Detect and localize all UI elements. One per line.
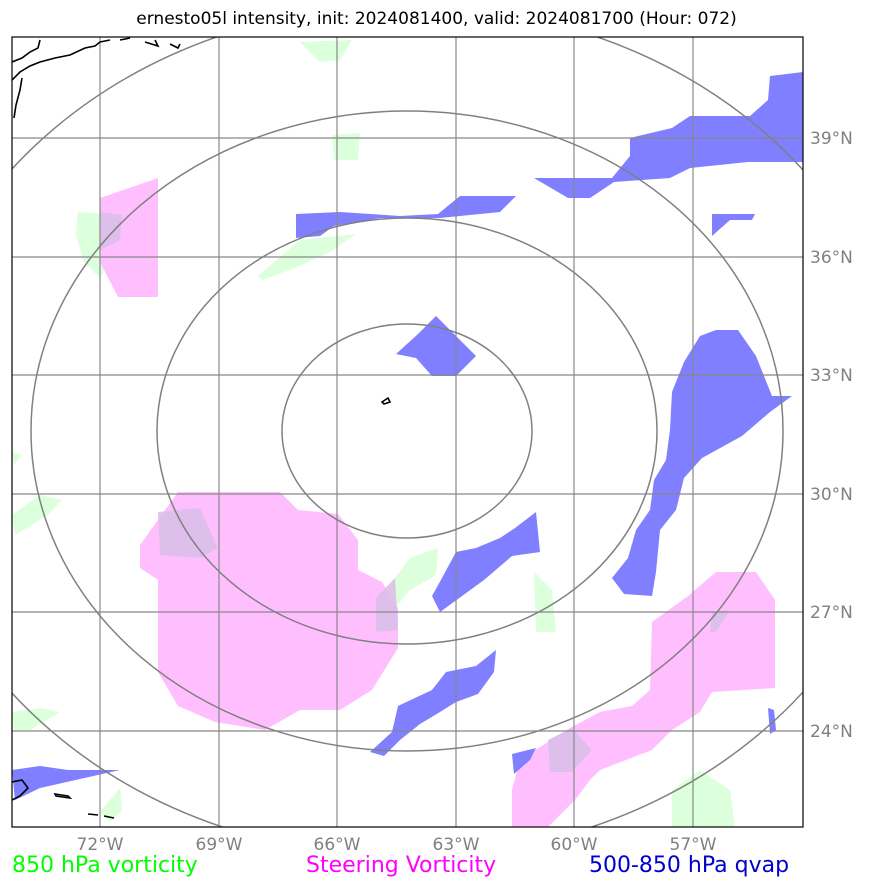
- lon-label: 57°W: [670, 835, 717, 855]
- lon-label: 69°W: [196, 835, 243, 855]
- map-frame: [11, 36, 804, 828]
- lat-label: 36°N: [810, 248, 853, 268]
- lat-label: 39°N: [810, 129, 853, 149]
- lon-label: 66°W: [314, 835, 361, 855]
- latitude-labels: 39°N 36°N 33°N 30°N 27°N 24°N: [810, 129, 853, 742]
- longitude-labels: 72°W 69°W 66°W 63°W 60°W 57°W: [77, 835, 717, 855]
- map-title: ernesto05l intensity, init: 2024081400, …: [136, 9, 737, 29]
- legend-850-vorticity: 850 hPa vorticity: [12, 853, 198, 878]
- lat-label: 33°N: [810, 366, 853, 386]
- lon-label: 60°W: [551, 835, 598, 855]
- lat-label: 24°N: [810, 722, 853, 742]
- graticule: [12, 37, 803, 827]
- legend-qvap: 500-850 hPa qvap: [589, 853, 790, 878]
- range-rings: [12, 37, 803, 827]
- lat-label: 27°N: [810, 603, 853, 623]
- lon-label: 72°W: [77, 835, 124, 855]
- lon-label: 63°W: [433, 835, 480, 855]
- coastlines: [12, 37, 392, 819]
- legend-steering-vorticity: Steering Vorticity: [306, 853, 497, 878]
- lat-label: 30°N: [810, 485, 853, 505]
